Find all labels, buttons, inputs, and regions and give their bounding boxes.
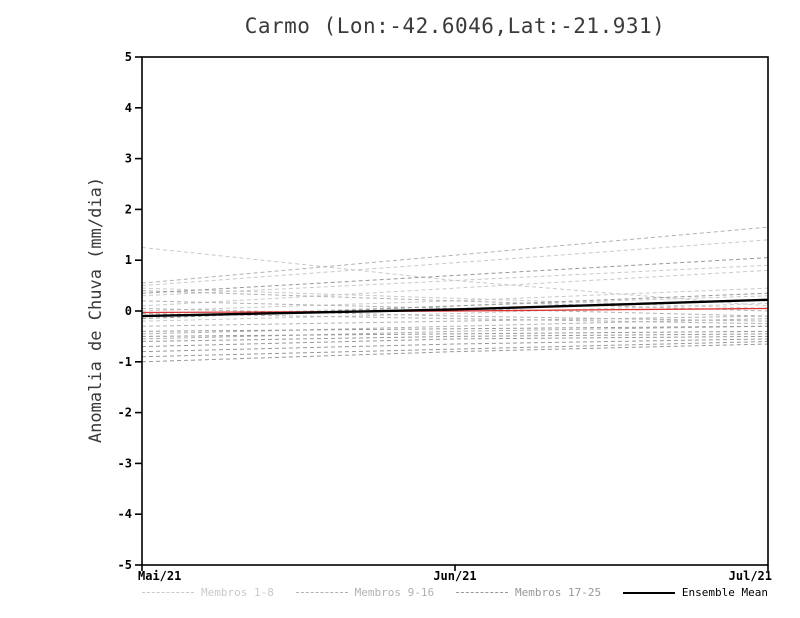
dashed-line-sample: [142, 592, 194, 593]
dashed-line-sample: [455, 592, 508, 593]
membro-10: [141, 290, 769, 312]
membro-24: [141, 340, 769, 358]
membro-11: [141, 300, 769, 317]
chart-title: Carmo (Lon:-42.6046,Lat:-21.931): [244, 14, 666, 38]
membro-04: [141, 264, 769, 297]
y-tick-label: -2: [118, 406, 132, 420]
membro-20: [141, 330, 769, 337]
membro-07: [141, 295, 769, 317]
legend-label: Membros 17-25: [514, 586, 602, 599]
legend-item-membros-9-16: Membros 9-16: [295, 586, 435, 599]
legend: Membros 1-8 Membros 9-16 Membros 17-25 E…: [142, 586, 768, 599]
solid-line-sample: [622, 591, 675, 594]
membro-23: [141, 338, 769, 353]
y-tick-label: 0: [125, 304, 132, 318]
y-tick-label: -1: [118, 355, 132, 369]
legend-item-membros-1-8: Membros 1-8: [142, 586, 274, 599]
membro-08: [141, 302, 769, 322]
membro-03: [141, 287, 769, 309]
legend-item-ensemble-mean: Ensemble Mean: [622, 586, 768, 599]
legend-item-membros-17-25: Membros 17-25: [455, 586, 602, 599]
x-tick-label: Jun/21: [433, 569, 476, 583]
y-tick-label: 4: [125, 101, 132, 115]
membro-21: [141, 333, 769, 342]
ensemble-mean: [141, 298, 769, 318]
y-tick-label: -3: [118, 456, 132, 470]
y-tick-label: 5: [125, 50, 132, 64]
y-tick-label: 2: [125, 202, 132, 216]
x-tick-label: Jul/21: [729, 569, 772, 583]
y-tick-label: -4: [118, 507, 132, 521]
membro-22: [141, 335, 769, 348]
membro-25: [141, 343, 769, 363]
x-tick-label: Mai/21: [138, 569, 181, 583]
membro-09: [141, 226, 769, 284]
y-tick-label: -5: [118, 558, 132, 572]
legend-label: Membros 9-16: [354, 586, 435, 599]
legend-label: Membros 1-8: [201, 586, 274, 599]
legend-label: Ensemble Mean: [681, 586, 768, 599]
reference-line: [141, 307, 769, 314]
membro-19: [141, 325, 769, 332]
membro-14: [141, 315, 769, 327]
y-tick-label: 1: [125, 253, 132, 267]
y-tick-label: 3: [125, 152, 132, 166]
membro-15: [141, 318, 769, 335]
membro-13: [141, 313, 769, 325]
membro-12: [141, 307, 769, 322]
dashed-line-sample: [295, 592, 348, 593]
membro-16: [141, 325, 769, 340]
